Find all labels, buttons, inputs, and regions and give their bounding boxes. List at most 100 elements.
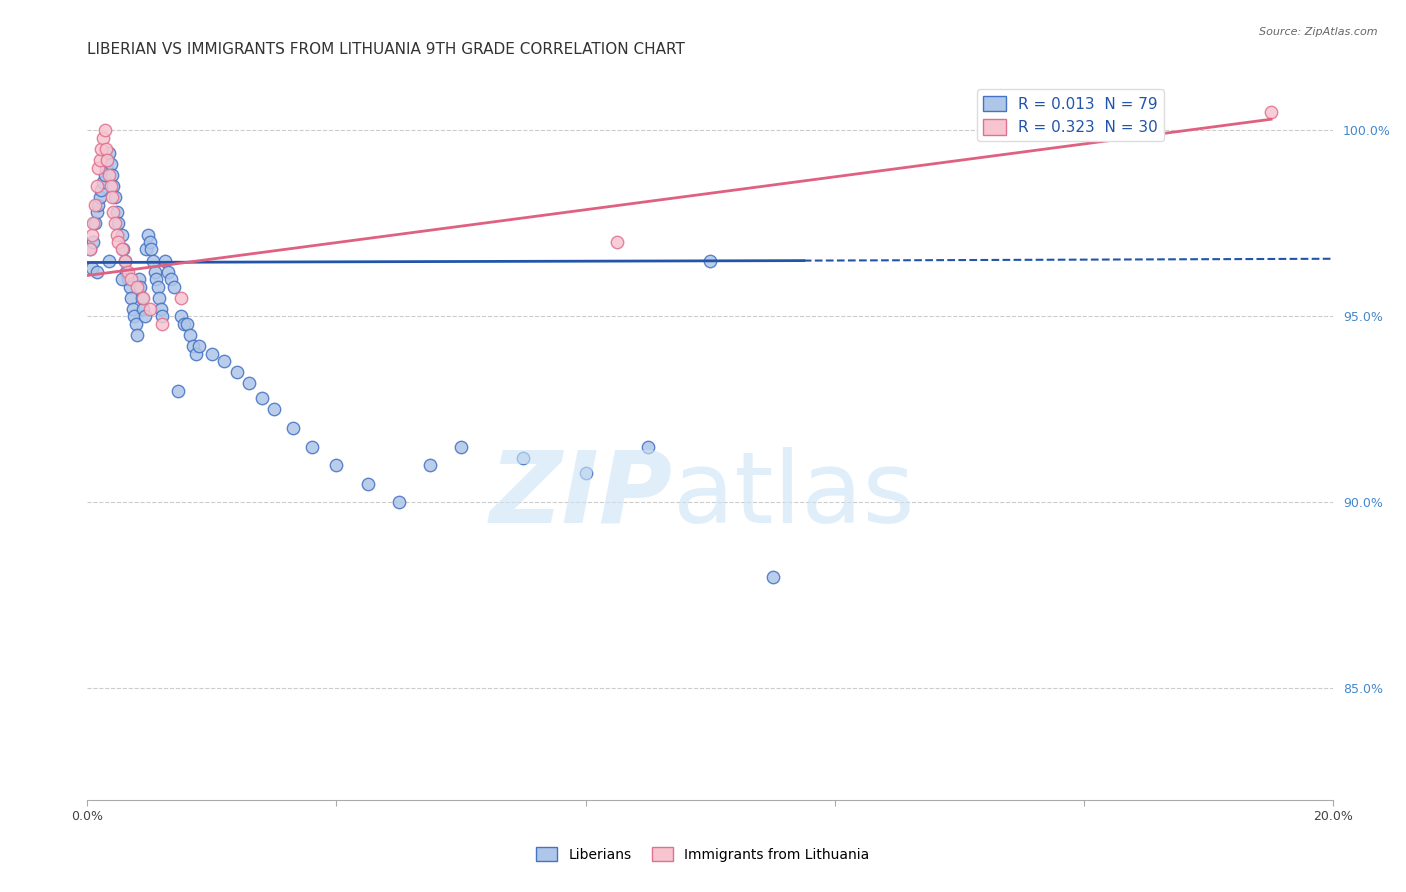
Point: [263, 402, 285, 417]
Point: [135, 243, 157, 257]
Point: [79, 243, 101, 257]
Point: [122, 310, 145, 324]
Point: [107, 235, 129, 249]
Point: [1260, 104, 1282, 119]
Point: [115, 265, 138, 279]
Point: [143, 265, 166, 279]
Point: [125, 317, 148, 331]
Point: [100, 157, 122, 171]
Text: ZIP: ZIP: [489, 447, 673, 544]
Point: [86, 179, 108, 194]
Point: [450, 440, 472, 454]
Point: [105, 205, 128, 219]
Point: [250, 391, 273, 405]
Point: [110, 227, 132, 242]
Point: [101, 190, 124, 204]
Point: [112, 243, 135, 257]
Point: [134, 310, 156, 324]
Point: [86, 205, 108, 219]
Point: [96, 153, 118, 168]
Point: [163, 279, 186, 293]
Point: [114, 253, 136, 268]
Point: [98, 168, 121, 182]
Point: [301, 440, 323, 454]
Point: [170, 310, 193, 324]
Point: [173, 317, 195, 331]
Legend: Liberians, Immigrants from Lithuania: Liberians, Immigrants from Lithuania: [531, 841, 875, 867]
Point: [86, 265, 108, 279]
Point: [82, 261, 104, 276]
Point: [160, 272, 183, 286]
Point: [136, 227, 159, 242]
Point: [186, 346, 208, 360]
Text: Source: ZipAtlas.com: Source: ZipAtlas.com: [1260, 27, 1378, 37]
Point: [146, 279, 169, 293]
Point: [96, 153, 118, 168]
Point: [356, 476, 378, 491]
Point: [188, 339, 211, 353]
Point: [82, 235, 104, 249]
Point: [117, 272, 139, 286]
Point: [82, 216, 104, 230]
Legend: R = 0.013  N = 79, R = 0.323  N = 30: R = 0.013 N = 79, R = 0.323 N = 30: [977, 89, 1164, 141]
Text: atlas: atlas: [673, 447, 914, 544]
Point: [762, 570, 785, 584]
Point: [127, 279, 149, 293]
Point: [142, 253, 165, 268]
Point: [107, 216, 129, 230]
Point: [153, 253, 176, 268]
Point: [114, 253, 136, 268]
Point: [121, 301, 143, 316]
Point: [699, 253, 721, 268]
Point: [606, 235, 628, 249]
Point: [166, 384, 188, 398]
Point: [181, 339, 204, 353]
Point: [118, 279, 141, 293]
Point: [83, 198, 105, 212]
Point: [110, 243, 132, 257]
Point: [138, 235, 160, 249]
Point: [150, 317, 173, 331]
Point: [94, 161, 117, 175]
Point: [93, 123, 115, 137]
Point: [117, 265, 139, 279]
Point: [91, 176, 114, 190]
Point: [94, 142, 117, 156]
Point: [105, 227, 128, 242]
Point: [637, 440, 659, 454]
Point: [104, 190, 127, 204]
Point: [89, 153, 111, 168]
Text: LIBERIAN VS IMMIGRANTS FROM LITHUANIA 9TH GRADE CORRELATION CHART: LIBERIAN VS IMMIGRANTS FROM LITHUANIA 9T…: [87, 42, 685, 57]
Point: [176, 317, 198, 331]
Point: [98, 145, 121, 160]
Point: [145, 272, 167, 286]
Point: [120, 272, 142, 286]
Point: [129, 279, 152, 293]
Point: [100, 179, 122, 194]
Point: [90, 142, 112, 156]
Point: [83, 216, 105, 230]
Point: [103, 205, 125, 219]
Point: [98, 253, 121, 268]
Point: [127, 328, 149, 343]
Point: [110, 272, 132, 286]
Point: [104, 216, 127, 230]
Point: [101, 168, 124, 182]
Point: [91, 131, 114, 145]
Point: [225, 365, 247, 379]
Point: [419, 458, 441, 473]
Point: [132, 291, 155, 305]
Point: [138, 301, 160, 316]
Point: [325, 458, 347, 473]
Point: [90, 183, 112, 197]
Point: [179, 328, 201, 343]
Point: [87, 161, 110, 175]
Point: [103, 179, 125, 194]
Point: [149, 301, 172, 316]
Point: [148, 291, 170, 305]
Point: [214, 354, 236, 368]
Point: [238, 376, 260, 391]
Point: [128, 272, 150, 286]
Point: [89, 190, 111, 204]
Point: [157, 265, 180, 279]
